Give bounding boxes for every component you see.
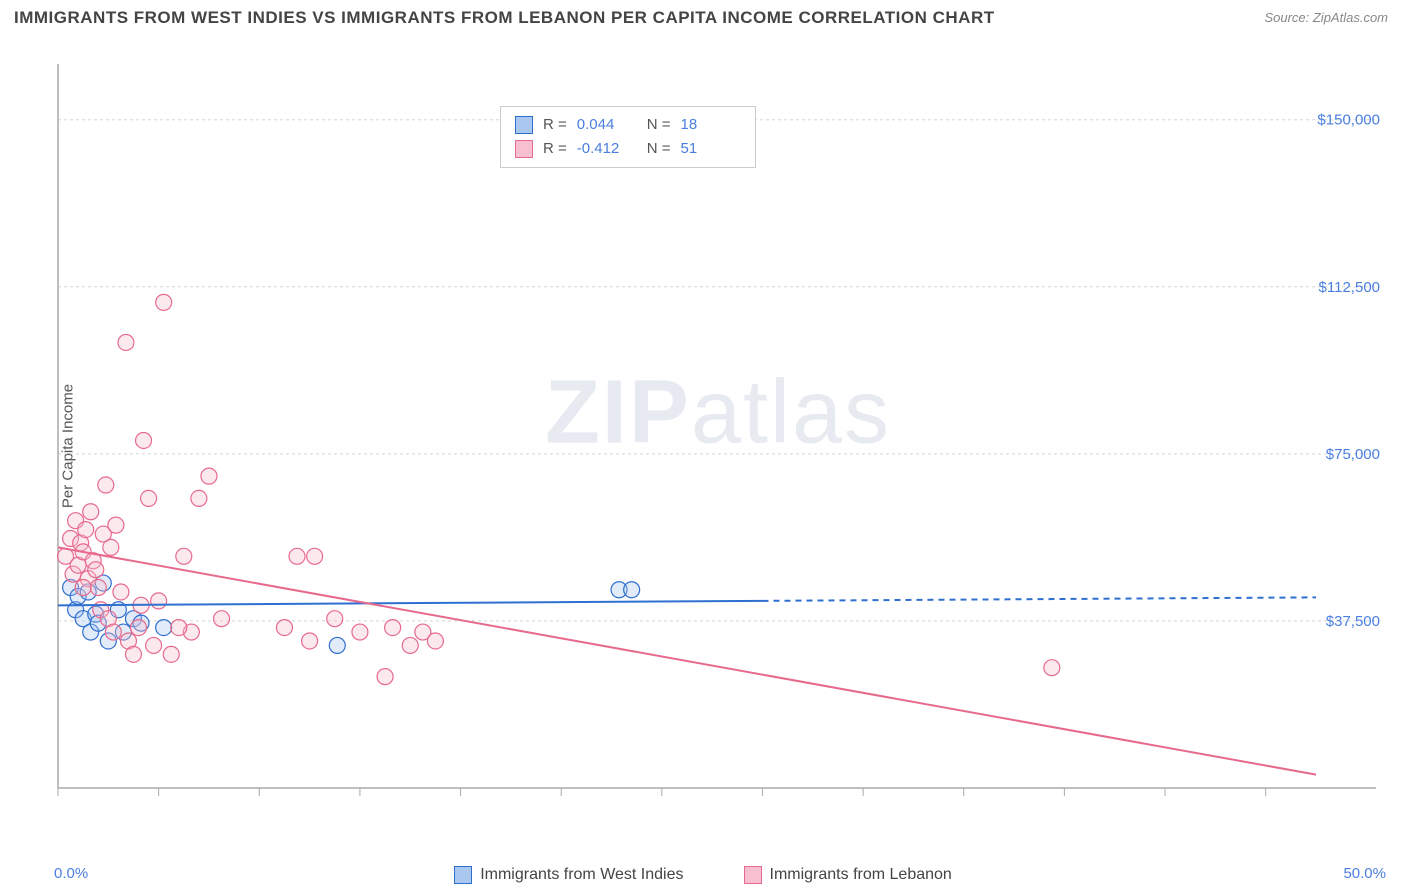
r-label: R = [543,137,567,161]
data-point [83,504,99,520]
data-point [131,620,147,636]
stats-row: R = 0.044 N = 18 [515,113,741,137]
data-point [78,522,94,538]
data-point [289,548,305,564]
data-point [113,584,129,600]
r-value: 0.044 [577,113,637,137]
data-point [377,669,393,685]
stats-box: R = 0.044 N = 18 R = -0.412 N = 51 [500,106,756,168]
svg-text:$75,000: $75,000 [1326,446,1380,463]
data-point [385,620,401,636]
legend-label: Immigrants from Lebanon [770,866,952,884]
legend-item: Immigrants from West Indies [454,866,683,884]
data-point [402,637,418,653]
source-attribution: Source: ZipAtlas.com [1264,10,1388,25]
legend: Immigrants from West Indies Immigrants fr… [0,866,1406,884]
data-point [105,624,121,640]
data-point [307,548,323,564]
data-point [163,646,179,662]
swatch-icon [454,866,472,884]
data-point [191,490,207,506]
data-point [125,646,141,662]
scatter-chart: $37,500 $75,000 $112,500 $150,000 [50,56,1386,816]
data-point [118,334,134,350]
data-point [171,620,187,636]
data-point [427,633,443,649]
data-point [156,294,172,310]
r-value: -0.412 [577,137,637,161]
swatch-icon [515,140,533,158]
data-point [214,611,230,627]
data-point [352,624,368,640]
data-point [146,637,162,653]
data-point [75,580,91,596]
swatch-icon [515,116,533,134]
chart-title: IMMIGRANTS FROM WEST INDIES VS IMMIGRANT… [14,8,995,27]
regression-line-dashed [762,597,1316,601]
plot-area: $37,500$75,000$112,500$150,000 ZIPatlas … [50,56,1386,816]
data-point [103,539,119,555]
data-point [136,432,152,448]
svg-text:$112,500: $112,500 [1319,279,1380,296]
legend-label: Immigrants from West Indies [480,866,683,884]
data-point [201,468,217,484]
data-point [141,490,157,506]
r-label: R = [543,113,567,137]
data-point [176,548,192,564]
data-point [108,517,124,533]
data-point [90,580,106,596]
n-label: N = [647,137,671,161]
regression-line [58,547,1316,774]
data-point [329,637,345,653]
legend-item: Immigrants from Lebanon [744,866,952,884]
n-value: 51 [681,137,741,161]
n-value: 18 [681,113,741,137]
data-point [88,562,104,578]
swatch-icon [744,866,762,884]
data-point [1044,660,1060,676]
data-point [98,477,114,493]
svg-text:$150,000: $150,000 [1317,112,1380,129]
svg-text:$37,500: $37,500 [1326,613,1380,630]
n-label: N = [647,113,671,137]
data-point [327,611,343,627]
data-point [302,633,318,649]
data-point [151,593,167,609]
stats-row: R = -0.412 N = 51 [515,137,741,161]
data-point [624,582,640,598]
data-point [276,620,292,636]
data-point [156,620,172,636]
